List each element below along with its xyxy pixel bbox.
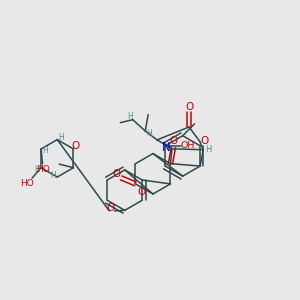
Text: H: H xyxy=(146,130,152,139)
Text: O: O xyxy=(201,136,209,146)
Text: OH: OH xyxy=(181,141,195,150)
Text: HO: HO xyxy=(36,165,50,174)
Text: H: H xyxy=(205,145,212,154)
Text: O: O xyxy=(169,136,178,146)
Text: O: O xyxy=(185,102,193,112)
Text: HO: HO xyxy=(20,179,34,188)
Text: N: N xyxy=(162,141,171,154)
Text: H: H xyxy=(50,171,56,180)
Text: H: H xyxy=(127,112,133,121)
Text: O: O xyxy=(106,203,115,213)
Text: O: O xyxy=(137,187,146,197)
Text: H: H xyxy=(34,165,40,174)
Text: O: O xyxy=(72,141,80,151)
Text: H: H xyxy=(42,146,48,155)
Text: O: O xyxy=(112,169,121,179)
Text: H: H xyxy=(58,133,64,142)
